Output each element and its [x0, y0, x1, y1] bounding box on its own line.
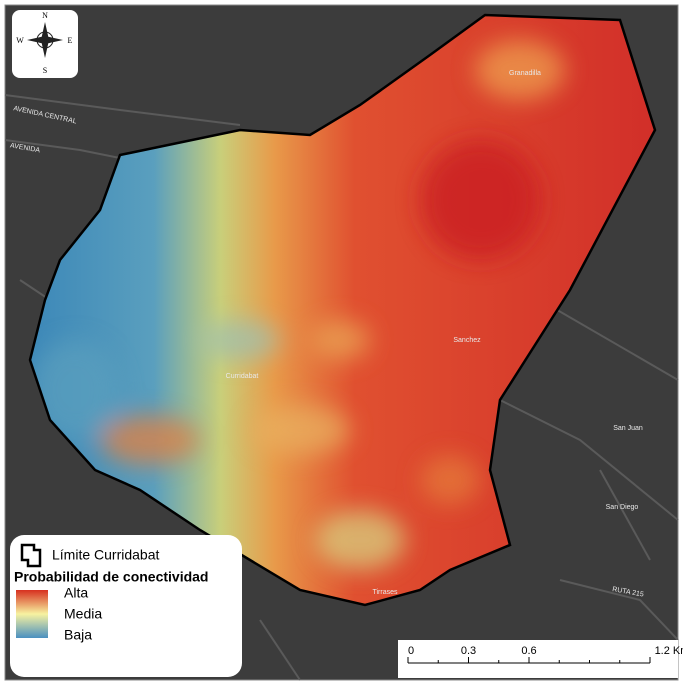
place-label: San Diego	[606, 504, 639, 511]
place-label: Curridabat	[226, 373, 259, 380]
scale-label: 0.6	[521, 645, 536, 657]
legend-low: Baja	[64, 627, 92, 643]
compass-s: S	[43, 66, 47, 75]
scale-label: 1.2 Km	[655, 645, 683, 657]
compass-e: E	[68, 36, 73, 45]
legend-high: Alta	[64, 585, 88, 601]
scale-label: 0.3	[461, 645, 476, 657]
legend-title: Probabilidad de conectividad	[14, 569, 208, 585]
compass: N S E W	[12, 10, 78, 78]
scale-label: 0	[408, 645, 414, 657]
place-label: Tirrases	[372, 589, 398, 596]
place-label: Granadilla	[509, 70, 541, 77]
place-label: Sanchez	[453, 337, 481, 344]
legend: Límite Curridabat Probabilidad de conect…	[10, 535, 242, 677]
place-label: San Juan	[613, 425, 643, 432]
legend-medium: Media	[64, 606, 102, 622]
scale-bar: 0 0.3 0.6 1.2 Km	[398, 640, 683, 678]
compass-w: W	[16, 36, 24, 45]
legend-boundary: Límite Curridabat	[52, 547, 159, 563]
compass-n: N	[42, 11, 48, 20]
roads	[4, 94, 679, 681]
